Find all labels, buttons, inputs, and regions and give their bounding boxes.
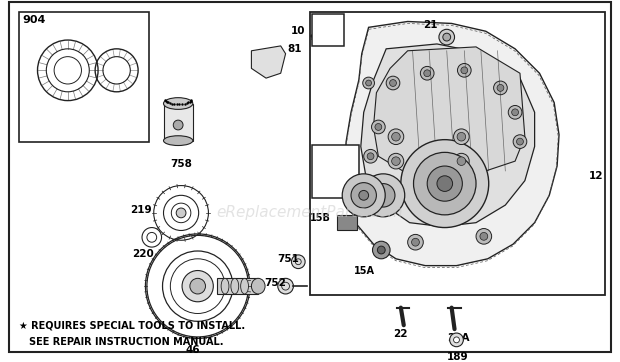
Text: 10: 10 <box>290 26 305 36</box>
Circle shape <box>364 150 378 163</box>
Circle shape <box>480 232 488 240</box>
Circle shape <box>457 132 466 141</box>
Circle shape <box>359 190 369 200</box>
Bar <box>164 104 193 140</box>
Circle shape <box>508 105 522 119</box>
Bar <box>19 12 149 142</box>
Bar <box>310 12 605 295</box>
Polygon shape <box>373 47 525 174</box>
Circle shape <box>267 58 275 66</box>
Circle shape <box>401 140 489 228</box>
Circle shape <box>392 132 401 141</box>
Circle shape <box>457 157 466 165</box>
Circle shape <box>173 120 183 130</box>
Circle shape <box>357 198 371 212</box>
Ellipse shape <box>164 98 193 109</box>
Circle shape <box>427 166 463 201</box>
Circle shape <box>363 77 374 89</box>
Circle shape <box>367 153 374 160</box>
Text: 219: 219 <box>130 205 152 215</box>
Text: 12: 12 <box>588 171 603 181</box>
Circle shape <box>424 70 431 77</box>
Text: 22: 22 <box>393 329 407 339</box>
Text: 22A: 22A <box>447 333 469 343</box>
Circle shape <box>412 238 419 246</box>
Ellipse shape <box>241 278 249 294</box>
Circle shape <box>420 66 434 80</box>
Circle shape <box>371 120 385 134</box>
Text: 189: 189 <box>447 352 468 362</box>
Circle shape <box>378 246 385 254</box>
Ellipse shape <box>221 278 229 294</box>
Text: 18: 18 <box>316 18 331 28</box>
Circle shape <box>147 232 157 242</box>
Text: 220: 220 <box>132 249 154 259</box>
Circle shape <box>392 157 401 165</box>
Circle shape <box>497 84 504 91</box>
Circle shape <box>454 153 469 169</box>
Polygon shape <box>344 21 559 266</box>
Circle shape <box>454 129 469 144</box>
Bar <box>337 215 357 231</box>
Ellipse shape <box>231 278 239 294</box>
Text: ★ 19: ★ 19 <box>315 148 342 159</box>
Circle shape <box>375 123 382 130</box>
Text: 21: 21 <box>423 20 438 30</box>
Circle shape <box>414 152 476 215</box>
Circle shape <box>190 278 205 294</box>
Circle shape <box>443 33 451 41</box>
Text: 81: 81 <box>288 44 302 54</box>
Circle shape <box>366 80 371 86</box>
Circle shape <box>361 174 405 217</box>
Circle shape <box>408 234 423 250</box>
Circle shape <box>388 153 404 169</box>
Circle shape <box>291 255 305 269</box>
Circle shape <box>342 174 385 217</box>
Text: eReplacementParts.com: eReplacementParts.com <box>216 205 404 220</box>
Circle shape <box>461 67 467 74</box>
Text: 904: 904 <box>23 14 46 25</box>
Text: 752: 752 <box>264 278 286 289</box>
Circle shape <box>476 228 492 244</box>
Text: 20: 20 <box>322 166 336 176</box>
Circle shape <box>373 241 390 259</box>
Text: 46: 46 <box>186 345 201 355</box>
Bar <box>312 14 344 46</box>
Text: 15B: 15B <box>310 213 331 223</box>
Text: 15A: 15A <box>354 266 375 275</box>
Text: SEE REPAIR INSTRUCTION MANUAL.: SEE REPAIR INSTRUCTION MANUAL. <box>29 337 223 347</box>
Circle shape <box>388 129 404 144</box>
Text: 758: 758 <box>170 159 192 169</box>
Circle shape <box>516 138 523 145</box>
Circle shape <box>450 333 463 347</box>
Bar <box>217 278 259 294</box>
Circle shape <box>439 29 454 45</box>
Circle shape <box>512 109 518 116</box>
Circle shape <box>182 270 213 302</box>
Circle shape <box>494 81 507 95</box>
Text: ★ REQUIRES SPECIAL TOOLS TO INSTALL.: ★ REQUIRES SPECIAL TOOLS TO INSTALL. <box>19 320 245 331</box>
Circle shape <box>454 337 459 343</box>
Polygon shape <box>361 44 534 227</box>
Circle shape <box>437 176 453 191</box>
Circle shape <box>176 208 186 218</box>
Circle shape <box>371 184 395 207</box>
Circle shape <box>360 202 367 209</box>
Polygon shape <box>251 46 286 78</box>
Ellipse shape <box>164 136 193 146</box>
Ellipse shape <box>251 278 265 294</box>
Circle shape <box>458 63 471 77</box>
Text: 751: 751 <box>277 254 299 264</box>
Circle shape <box>386 76 400 90</box>
Circle shape <box>278 278 293 294</box>
Circle shape <box>389 80 396 87</box>
Circle shape <box>513 135 527 148</box>
Circle shape <box>351 183 376 208</box>
Bar <box>312 144 359 198</box>
